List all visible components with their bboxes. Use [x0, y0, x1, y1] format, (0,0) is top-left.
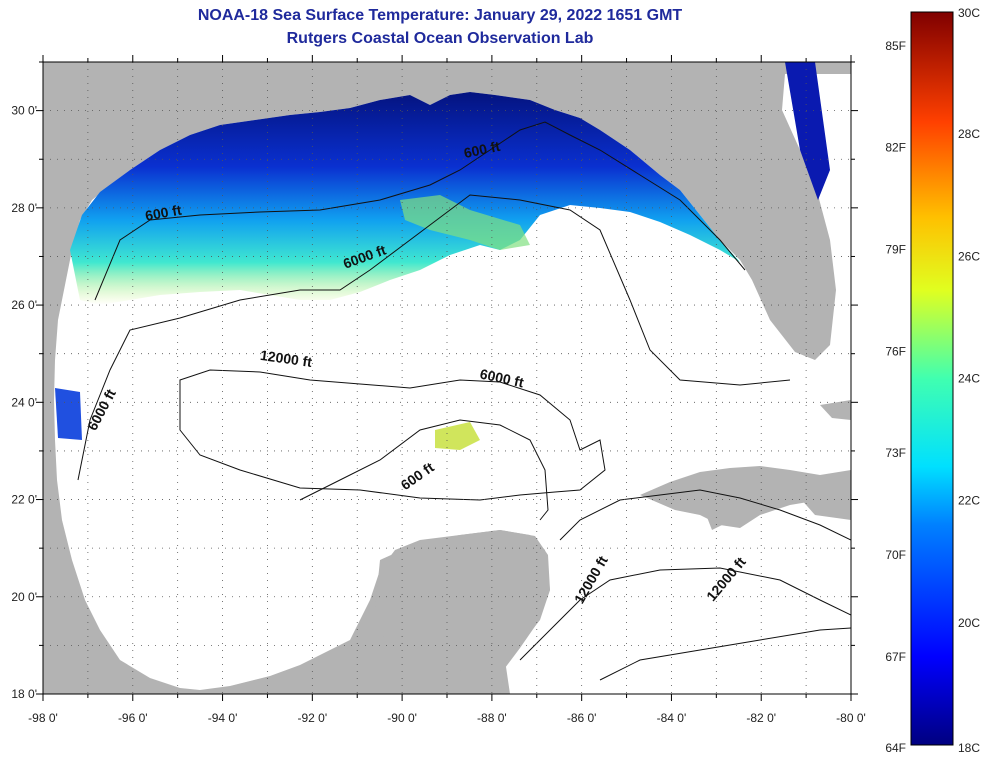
colorbar-c-label: 26C [958, 249, 980, 263]
lat-tick-label: 28 0' [11, 201, 37, 215]
graticule [43, 62, 851, 694]
lat-tick-label: 20 0' [11, 590, 37, 604]
colorbar-f-label: 85F [885, 39, 906, 53]
longitude-axis: -98 0' -96 0' -94 0' -92 0' -90 0' -88 0' -86 … [28, 55, 866, 725]
map-subtitle: Rutgers Coastal Ocean Observation Lab [286, 30, 594, 47]
lon-tick-label: -86 0' [567, 711, 597, 725]
colorbar [910, 11, 954, 746]
sst-west-strip [55, 388, 82, 440]
map-title: NOAA-18 Sea Surface Temperature: January… [197, 7, 683, 24]
colorbar-f-label: 70F [885, 548, 906, 562]
contour-label: 600 ft [462, 138, 501, 161]
lat-tick-label: 18 0' [11, 687, 37, 701]
land-cuba [640, 466, 851, 528]
colorbar-f-label: 73F [885, 446, 906, 460]
lat-tick-label: 26 0' [11, 298, 37, 312]
lat-tick-label: 30 0' [11, 104, 37, 118]
contour-label: 12000 ft [259, 347, 313, 370]
lon-tick-label: -94 0' [208, 711, 238, 725]
land-bahamas [820, 400, 851, 420]
sst-warm-patch-2 [400, 195, 530, 250]
lon-tick-label: -84 0' [657, 711, 687, 725]
colorbar-labels: 85F 82F 79F 76F 73F 70F 67F 64F 30C 28C 26C 24C 22C 2… [885, 6, 980, 755]
lat-tick-label: 22 0' [11, 493, 37, 507]
lon-tick-label: -90 0' [387, 711, 417, 725]
lon-tick-label: -88 0' [477, 711, 507, 725]
lon-tick-label: -98 0' [28, 711, 58, 725]
colorbar-c-label: 28C [958, 127, 980, 141]
colorbar-c-label: 22C [958, 494, 980, 508]
colorbar-f-label: 64F [885, 741, 906, 755]
colorbar-f-label: 67F [885, 650, 906, 664]
lon-tick-label: -92 0' [298, 711, 328, 725]
sst-northern-shelf [70, 92, 740, 305]
land-hispaniola [800, 490, 851, 520]
colorbar-c-label: 30C [958, 6, 980, 20]
latitude-axis: 30 0' 28 0' 26 0' 24 0' 22 0' 20 0' 18 0' [11, 61, 858, 701]
lat-tick-label: 24 0' [11, 395, 37, 409]
colorbar-f-label: 76F [885, 344, 906, 358]
land-yucatan [375, 530, 550, 694]
sst-warm-patch-1 [435, 422, 480, 450]
land-island-small [705, 508, 728, 530]
lon-tick-label: -82 0' [746, 711, 776, 725]
sst-florida-strip [785, 62, 830, 200]
colorbar-c-label: 20C [958, 616, 980, 630]
lon-tick-label: -96 0' [118, 711, 148, 725]
colorbar-c-label: 18C [958, 741, 980, 755]
colorbar-f-label: 79F [885, 243, 906, 257]
contour-label: 600 ft [144, 202, 183, 224]
lon-tick-label: -80 0' [836, 711, 866, 725]
colorbar-f-label: 82F [885, 141, 906, 155]
depth-contours [77, 121, 851, 681]
colorbar-c-label: 24C [958, 372, 980, 386]
